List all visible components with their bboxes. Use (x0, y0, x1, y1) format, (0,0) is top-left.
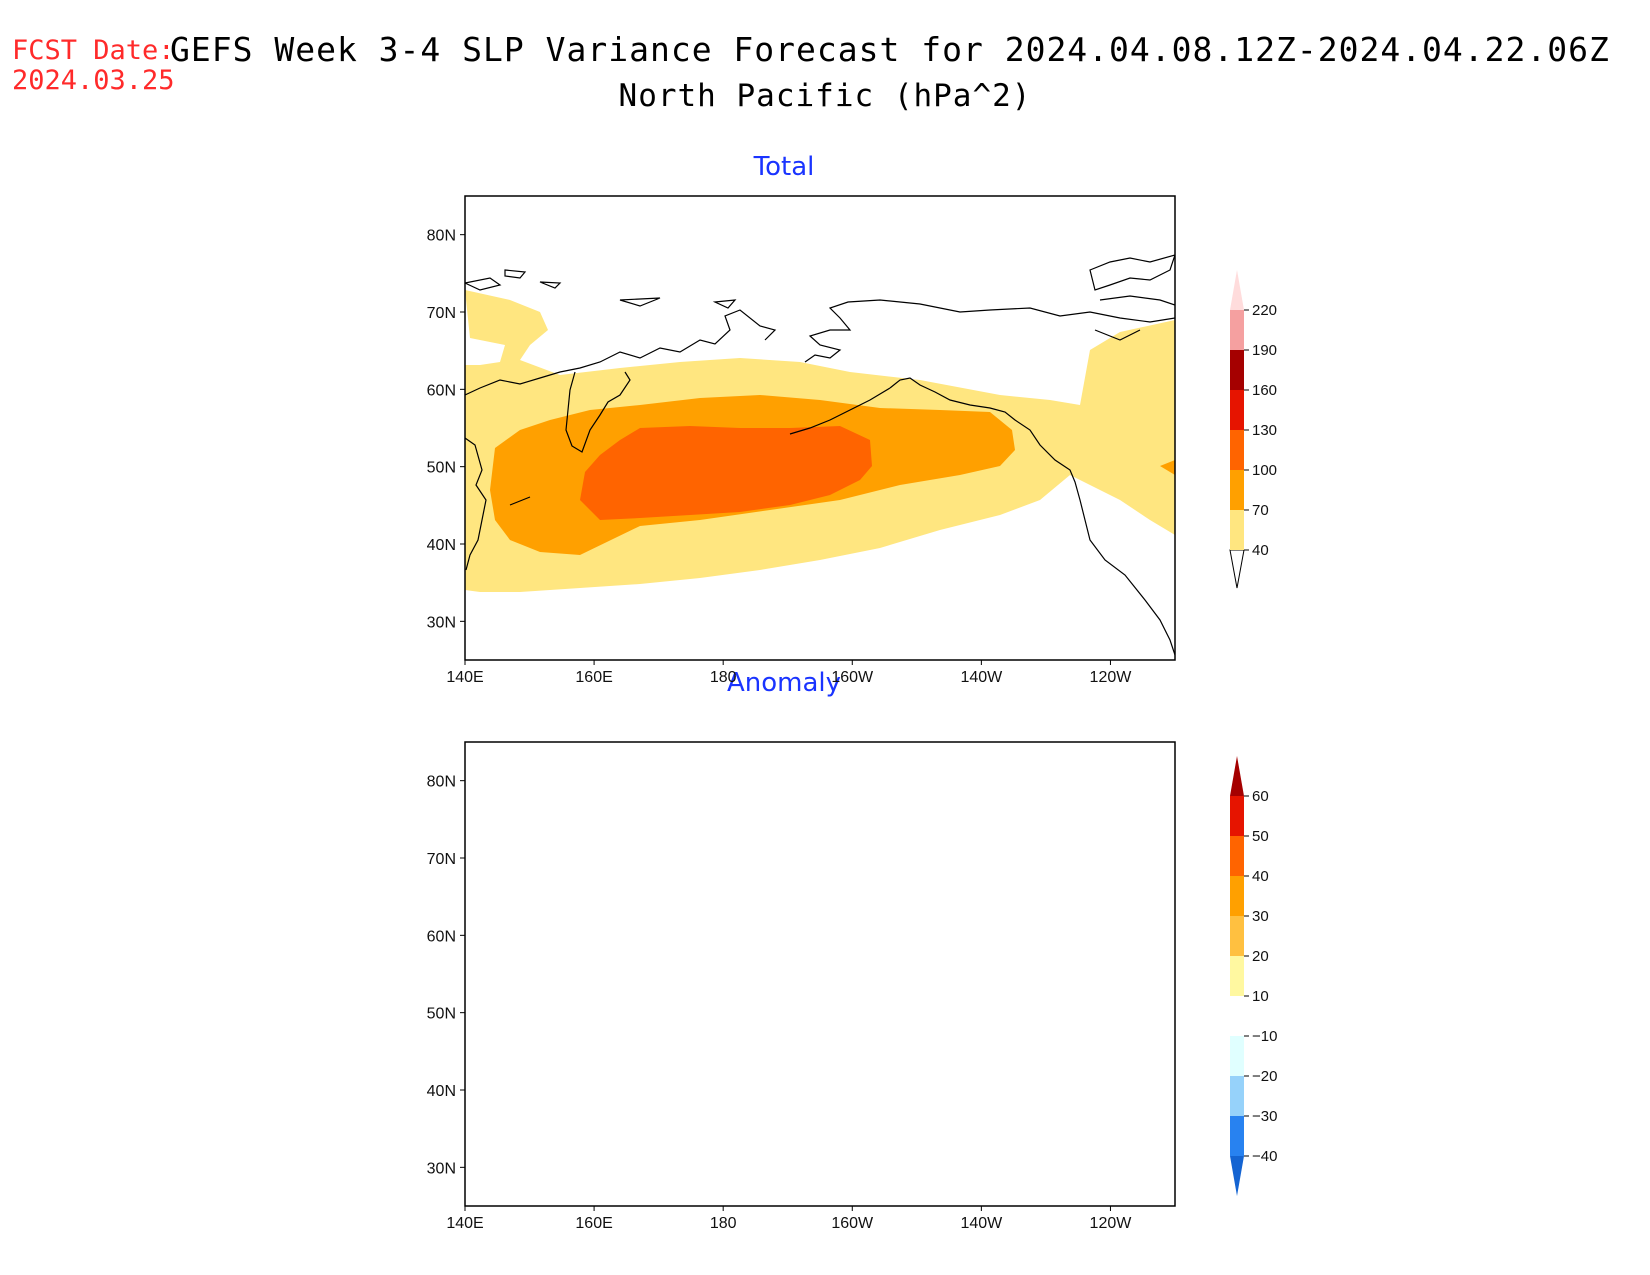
lon-tick-label: 140W (960, 669, 1003, 686)
lat-tick-label: 70N (427, 851, 456, 868)
colorbar-swatch (1230, 1036, 1244, 1076)
colorbar-min-triangle (1229, 549, 1245, 589)
main-title: GEFS Week 3-4 SLP Variance Forecast for … (170, 30, 1610, 69)
colorbar-max-triangle (1230, 756, 1244, 796)
lat-tick-label: 70N (427, 305, 456, 322)
colorbar-swatch (1230, 390, 1244, 430)
lon-tick-label: 120W (1090, 1215, 1133, 1232)
lon-tick-label: 160E (575, 1215, 612, 1232)
colorbar-swatch (1230, 1116, 1244, 1156)
lat-tick-label: 40N (427, 1083, 456, 1100)
colorbar-swatch (1230, 510, 1244, 550)
colorbar-max-triangle (1230, 270, 1244, 310)
colorbar-swatch (1230, 916, 1244, 956)
lon-tick-label: 140W (960, 1215, 1003, 1232)
panel-title-anomaly: Anomaly (726, 668, 842, 698)
colorbar-label: 220 (1252, 302, 1277, 319)
colorbar-label: 20 (1252, 948, 1269, 965)
colorbar-swatch (1230, 996, 1244, 1036)
colorbar-label: 160 (1252, 382, 1277, 399)
colorbar-swatch (1230, 350, 1244, 390)
colorbar-label: 30 (1252, 908, 1269, 925)
anomaly-contour-minus20-west (465, 948, 705, 1098)
map-panel-anomaly (465, 742, 1175, 1206)
colorbar-swatch (1230, 836, 1244, 876)
colorbar-min-triangle (1230, 1156, 1244, 1196)
colorbar-swatch (1230, 470, 1244, 510)
colorbar-label: −20 (1252, 1068, 1277, 1085)
lat-tick-label: 30N (427, 1160, 456, 1177)
colorbar-swatch (1230, 876, 1244, 916)
total-contour-100 (580, 426, 872, 520)
fcst-date-value: 2024.03.25 (12, 65, 175, 96)
colorbar-label: 190 (1252, 342, 1277, 359)
main-subtitle: North Pacific (hPa^2) (618, 78, 1032, 114)
colorbar-label: 100 (1252, 462, 1277, 479)
anomaly-contour-minus20-canada (990, 846, 1175, 966)
axes-total: 140E 160E 180 160W 140W 120W 80N 70N 60N 50N 40N 30… (427, 228, 1133, 686)
panel-title-total: Total (753, 152, 815, 182)
lon-tick-label: 180 (710, 669, 737, 686)
colorbar-label: 70 (1252, 502, 1269, 519)
colorbar-label: −30 (1252, 1108, 1277, 1125)
lat-tick-label: 60N (427, 928, 456, 945)
lon-tick-label: 140E (446, 669, 483, 686)
anomaly-contour-minus20-arctic (880, 872, 915, 880)
anomaly-contour-minus20-bering (620, 842, 852, 928)
lat-tick-label: 80N (427, 774, 456, 791)
lat-tick-label: 30N (427, 614, 456, 631)
lat-tick-label: 80N (427, 228, 456, 245)
anomaly-contour-minus10 (465, 770, 1175, 1144)
colorbar-swatch (1230, 1076, 1244, 1116)
colorbar-label: 60 (1252, 788, 1269, 805)
colorbar-swatch (1230, 310, 1244, 350)
colorbar-swatch (1230, 956, 1244, 996)
anomaly-contour-minus10-east (960, 1011, 1175, 1086)
colorbar-label: 10 (1252, 988, 1269, 1005)
total-contour-70-east-spot (1160, 460, 1175, 475)
colorbar-label: 50 (1252, 828, 1269, 845)
colorbar-anomaly: 60 50 40 30 20 10 −10 −20 −30 −40 (1230, 756, 1277, 1196)
lat-tick-label: 50N (427, 1006, 456, 1023)
colorbar-total: 40 70 100 130 160 190 220 (1229, 270, 1277, 589)
colorbar-label: −40 (1252, 1148, 1277, 1165)
colorbar-label: −10 (1252, 1028, 1277, 1045)
map-frame-anomaly (464, 741, 1176, 1207)
colorbar-label: 130 (1252, 422, 1277, 439)
map-frame-total (464, 195, 1176, 661)
colorbar-label: 40 (1252, 868, 1269, 885)
lon-tick-label: 160W (831, 1215, 874, 1232)
fcst-date-block: FCST Date: 2024.03.25 (12, 36, 175, 96)
lat-tick-label: 40N (427, 537, 456, 554)
map-panel-total (465, 196, 1175, 660)
colorbar-swatch (1230, 430, 1244, 470)
axes-anomaly: 140E 160E 180 160W 140W 120W 80N 70N 60N 50N 40N 30… (427, 774, 1133, 1232)
colorbar-swatch (1230, 796, 1244, 836)
lat-tick-label: 50N (427, 460, 456, 477)
lat-tick-label: 60N (427, 382, 456, 399)
lon-tick-label: 180 (710, 1215, 737, 1232)
lon-tick-label: 120W (1090, 669, 1133, 686)
lon-tick-label: 140E (446, 1215, 483, 1232)
fcst-date-label: FCST Date: (12, 35, 175, 66)
colorbar-label: 40 (1252, 542, 1269, 559)
lon-tick-label: 160E (575, 669, 612, 686)
lon-tick-label: 160W (831, 669, 874, 686)
